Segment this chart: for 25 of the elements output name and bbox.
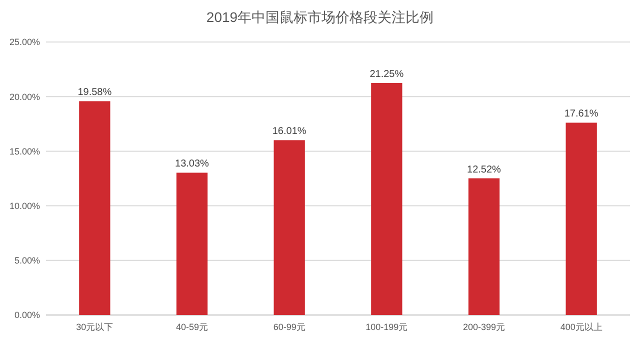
bar xyxy=(274,140,305,315)
bar xyxy=(79,101,110,315)
data-label: 13.03% xyxy=(175,158,210,170)
y-tick-label: 5.00% xyxy=(14,256,40,266)
bar xyxy=(468,178,500,315)
x-tick-label: 30元以下 xyxy=(76,322,114,332)
x-tick-label: 200-399元 xyxy=(462,322,506,332)
data-label: 21.25% xyxy=(370,68,404,80)
x-tick-label: 100-199元 xyxy=(366,322,408,332)
y-tick-label: 15.00% xyxy=(9,146,40,156)
data-label: 12.52% xyxy=(467,164,502,176)
data-label: 17.61% xyxy=(564,108,598,120)
x-tick-label: 400元以上 xyxy=(560,322,602,332)
y-tick-label: 25.00% xyxy=(9,37,40,48)
y-tick-label: 0.00% xyxy=(14,310,40,320)
y-tick-label: 10.00% xyxy=(9,200,40,211)
data-label: 16.01% xyxy=(272,126,306,138)
y-tick-label: 20.00% xyxy=(9,92,40,102)
data-label: 19.58% xyxy=(78,87,112,98)
x-tick-label: 40-59元 xyxy=(176,322,208,332)
bar xyxy=(371,82,402,315)
x-tick-label: 60-99元 xyxy=(273,322,306,332)
bar xyxy=(176,172,208,315)
bar xyxy=(566,122,597,315)
chart-title: 2019年中国鼠标市场价格段关注比例 xyxy=(206,9,434,25)
